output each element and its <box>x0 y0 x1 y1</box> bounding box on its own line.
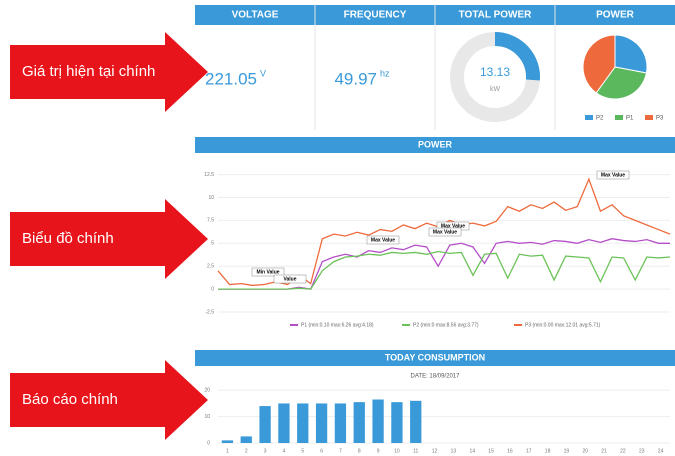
header-bar <box>195 137 675 153</box>
x-tick-label: 22 <box>620 448 626 454</box>
header-bar <box>195 350 675 366</box>
bar <box>278 403 290 443</box>
x-tick-label: 14 <box>469 448 475 454</box>
card-value: 49.97 <box>334 69 377 88</box>
x-tick-label: 16 <box>507 448 513 454</box>
x-tick-label: 18 <box>545 448 551 454</box>
pie-slice <box>595 66 648 100</box>
annotation: Value <box>283 276 296 282</box>
y-tick-label: 7.5 <box>207 218 214 224</box>
legend-label: P1 <box>626 116 634 122</box>
callout-label: Giá trị hiện tại chính <box>22 63 155 80</box>
x-tick-label: 24 <box>658 448 664 454</box>
panel-title: POWER <box>418 139 453 149</box>
callout-arrow <box>10 360 208 440</box>
bar <box>391 402 403 443</box>
chart-subtitle: DATE: 18/09/2017 <box>411 374 461 380</box>
bar <box>221 440 234 443</box>
panel-title: TODAY CONSUMPTION <box>385 352 485 362</box>
annotation: Max Value <box>433 229 457 235</box>
annotation: Min Value <box>256 269 279 275</box>
y-tick-label: 0 <box>207 440 210 446</box>
annotation-box <box>366 235 400 245</box>
x-tick-label: 11 <box>413 448 418 454</box>
y-tick-label: 5 <box>211 241 214 247</box>
legend-swatch <box>645 115 653 120</box>
panel-title: VOLTAGE <box>232 10 279 21</box>
bar <box>410 400 422 443</box>
x-tick-label: 17 <box>526 448 532 454</box>
x-tick-label: 3 <box>264 448 267 454</box>
x-tick-label: 1 <box>226 448 229 454</box>
x-tick-label: 10 <box>394 448 400 454</box>
bar <box>372 399 384 443</box>
callout-label: Biểu đồ chính <box>22 230 114 247</box>
legend-label: P3 <box>656 116 664 122</box>
legend-swatch <box>615 115 623 120</box>
y-tick-label: 20 <box>204 388 210 394</box>
series-line <box>218 250 671 290</box>
x-tick-label: 23 <box>639 448 645 454</box>
bar <box>353 402 365 443</box>
gauge-arc <box>494 32 540 81</box>
annotation-box <box>273 274 307 284</box>
annotation-box <box>428 227 462 237</box>
y-tick-label: 2.5 <box>207 264 214 270</box>
y-tick-label: 12.5 <box>204 172 214 178</box>
bar <box>315 403 328 443</box>
pie-slice <box>582 34 616 94</box>
bar <box>297 403 309 443</box>
x-tick-label: 8 <box>358 448 361 454</box>
x-tick-label: 19 <box>564 448 570 454</box>
callout-arrow <box>10 199 208 279</box>
x-tick-label: 6 <box>320 448 323 454</box>
annotation-box <box>596 170 630 180</box>
card-unit: hz <box>380 68 390 78</box>
annotation: Max Value <box>601 172 625 178</box>
callout-arrow <box>10 32 208 112</box>
x-tick-label: 12 <box>432 448 438 454</box>
bar <box>334 403 347 443</box>
legend-label: P2 (min:0 max:8.56 avg:3.77) <box>413 322 479 328</box>
x-tick-label: 5 <box>301 448 304 454</box>
legend-label: P2 <box>596 116 604 122</box>
legend-label: P1 (min:0.10 max:6.26 avg:4.18) <box>301 322 374 328</box>
legend-swatch <box>585 115 593 120</box>
panel-title: FREQUENCY <box>344 10 407 21</box>
x-tick-label: 4 <box>283 448 286 454</box>
bar <box>259 406 271 443</box>
y-tick-label: 0 <box>211 286 214 292</box>
x-tick-label: 9 <box>377 448 380 454</box>
annotation: Max Value <box>441 223 465 229</box>
x-tick-label: 13 <box>451 448 457 454</box>
y-tick-label: 10 <box>204 414 210 420</box>
card-unit: V <box>260 68 266 78</box>
y-tick-label: -2.5 <box>205 309 214 315</box>
annotation-box <box>251 267 285 277</box>
panel-title: TOTAL POWER <box>459 10 533 21</box>
callout-label: Báo cáo chính <box>22 391 118 408</box>
card-value: 221.05 <box>205 69 257 88</box>
x-tick-label: 15 <box>488 448 494 454</box>
legend-label: P3 (min:0.00 max:12.01 avg:5.71) <box>525 322 601 328</box>
gauge-value: 13.13 <box>480 65 510 79</box>
pie-slice <box>614 34 648 74</box>
x-tick-label: 2 <box>245 448 248 454</box>
bar <box>240 436 252 443</box>
x-tick-label: 7 <box>339 448 342 454</box>
y-tick-label: 10 <box>208 195 214 201</box>
panel-title: POWER <box>596 10 635 21</box>
gauge-unit: kW <box>490 86 501 93</box>
x-tick-label: 21 <box>601 448 607 454</box>
annotation: Max Value <box>371 237 395 243</box>
x-tick-label: 20 <box>582 448 588 454</box>
